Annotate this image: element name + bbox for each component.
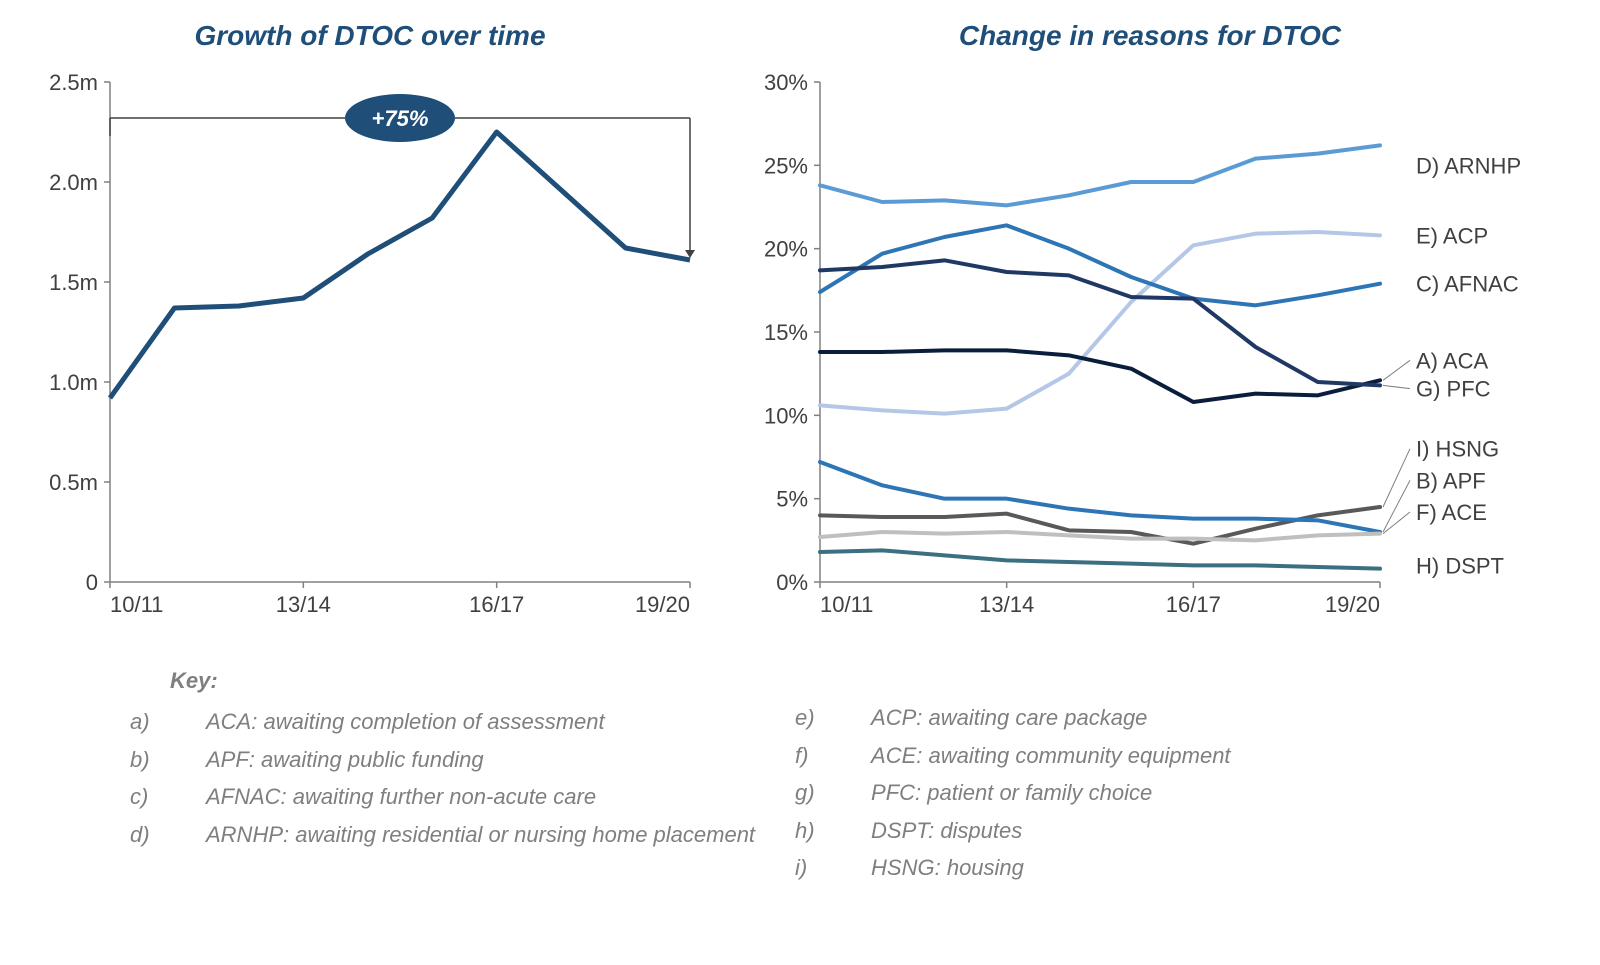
svg-text:A) ACA: A) ACA	[1416, 348, 1488, 373]
left-chart-title: Growth of DTOC over time	[30, 20, 710, 52]
svg-text:13/14: 13/14	[979, 592, 1034, 617]
svg-text:C) AFNAC: C) AFNAC	[1416, 272, 1519, 297]
key-item: f)ACE: awaiting community equipment	[835, 737, 1231, 774]
panels-container: Growth of DTOC over time 0 0.5m 1.0m 1.5m 2.…	[30, 20, 1570, 632]
right-chart-svg: 0% 5% 10% 15% 20% 25% 30% 10/11 13/14 16/17 19/20 D…	[750, 72, 1550, 632]
key-item: i)HSNG: housing	[835, 849, 1231, 886]
svg-text:16/17: 16/17	[469, 592, 524, 617]
svg-text:5%: 5%	[776, 487, 808, 512]
right-chart-area: 0% 5% 10% 15% 20% 25% 30% 10/11 13/14 16/17 19/20 D…	[750, 72, 1550, 632]
key-items-left: a)ACA: awaiting completion of assessment…	[170, 703, 755, 853]
svg-text:B) APF: B) APF	[1416, 468, 1486, 493]
svg-text:2.5m: 2.5m	[49, 72, 98, 95]
right-chart-title: Change in reasons for DTOC	[750, 20, 1550, 52]
key-title: Key:	[170, 662, 755, 699]
svg-text:25%: 25%	[764, 153, 808, 178]
svg-text:19/20: 19/20	[1325, 592, 1380, 617]
svg-text:I) HSNG: I) HSNG	[1416, 437, 1499, 462]
right-panel: Change in reasons for DTOC 0% 5% 10% 15% 20%…	[750, 20, 1550, 632]
svg-text:+75%: +75%	[372, 106, 429, 131]
svg-text:10/11: 10/11	[110, 592, 163, 617]
key-item: b)APF: awaiting public funding	[170, 741, 755, 778]
key-item: e)ACP: awaiting care package	[835, 699, 1231, 736]
svg-text:D) ARNHP: D) ARNHP	[1416, 153, 1521, 178]
svg-text:E) ACP: E) ACP	[1416, 223, 1488, 248]
svg-text:0%: 0%	[776, 570, 808, 595]
svg-text:16/17: 16/17	[1166, 592, 1221, 617]
key-item: d)ARNHP: awaiting residential or nursing…	[170, 816, 755, 853]
svg-text:1.5m: 1.5m	[49, 270, 98, 295]
key-column-left: Key: a)ACA: awaiting completion of asses…	[170, 662, 755, 886]
left-chart-svg: 0 0.5m 1.0m 1.5m 2.0m 2.5m 10/11 13/14 16/17 19/2…	[30, 72, 710, 632]
svg-text:G) PFC: G) PFC	[1416, 377, 1491, 402]
key-item: h)DSPT: disputes	[835, 812, 1231, 849]
key-item: g)PFC: patient or family choice	[835, 774, 1231, 811]
svg-text:10%: 10%	[764, 403, 808, 428]
svg-text:1.0m: 1.0m	[49, 370, 98, 395]
svg-text:15%: 15%	[764, 320, 808, 345]
svg-text:13/14: 13/14	[276, 592, 331, 617]
svg-text:H) DSPT: H) DSPT	[1416, 553, 1504, 578]
key-item: c)AFNAC: awaiting further non-acute care	[170, 778, 755, 815]
svg-text:0: 0	[86, 570, 98, 595]
left-chart-area: 0 0.5m 1.0m 1.5m 2.0m 2.5m 10/11 13/14 16/17 19/2…	[30, 72, 710, 632]
svg-text:30%: 30%	[764, 72, 808, 95]
svg-text:19/20: 19/20	[635, 592, 690, 617]
svg-text:2.0m: 2.0m	[49, 170, 98, 195]
key-item: a)ACA: awaiting completion of assessment	[170, 703, 755, 740]
left-panel: Growth of DTOC over time 0 0.5m 1.0m 1.5m 2.…	[30, 20, 710, 632]
svg-text:0.5m: 0.5m	[49, 470, 98, 495]
svg-text:20%: 20%	[764, 237, 808, 262]
svg-text:F) ACE: F) ACE	[1416, 500, 1487, 525]
svg-text:10/11: 10/11	[820, 592, 873, 617]
key-section: Key: a)ACA: awaiting completion of asses…	[30, 662, 1570, 886]
key-column-right: e)ACP: awaiting care packagef)ACE: await…	[835, 662, 1231, 886]
key-items-right: e)ACP: awaiting care packagef)ACE: await…	[835, 699, 1231, 886]
